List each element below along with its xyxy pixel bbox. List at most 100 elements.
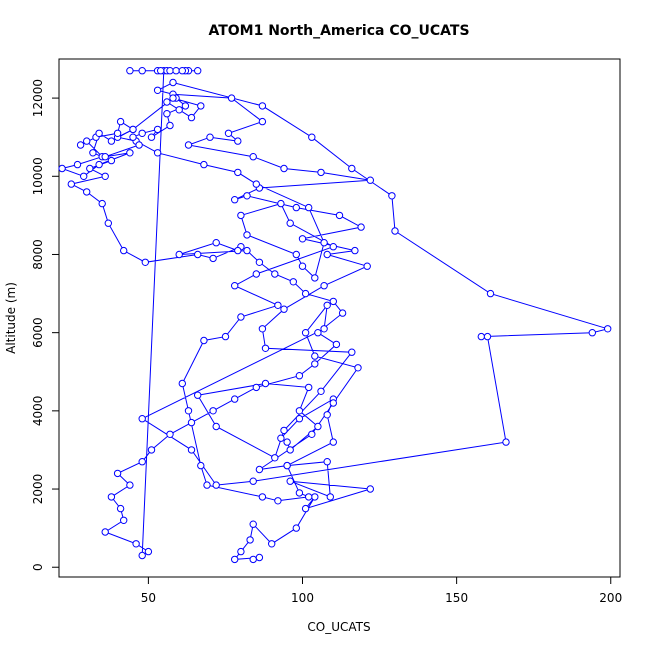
data-point <box>184 407 193 415</box>
data-point <box>280 305 288 313</box>
data-point <box>391 227 399 235</box>
data-point <box>258 325 267 333</box>
data-point <box>234 137 242 145</box>
data-point <box>363 262 371 270</box>
data-point <box>289 278 297 286</box>
data-point <box>126 67 134 75</box>
data-point <box>101 528 109 536</box>
data-point <box>314 329 322 337</box>
x-tick-label: 200 <box>599 591 622 605</box>
data-point <box>224 129 233 138</box>
data-point <box>301 289 310 298</box>
y-tick-label: 6000 <box>31 317 45 348</box>
data-point <box>292 524 300 532</box>
data-point <box>132 540 140 548</box>
data-point <box>157 67 165 75</box>
data-point <box>308 133 316 141</box>
data-point <box>477 332 485 341</box>
data-point <box>252 270 260 278</box>
data-point <box>280 426 288 435</box>
data-point <box>89 149 97 157</box>
data-point <box>237 211 245 220</box>
data-point <box>194 250 202 259</box>
data-point <box>258 117 267 126</box>
data-point <box>120 246 128 255</box>
series-line <box>60 70 610 560</box>
data-point <box>172 67 180 75</box>
x-tick-label: 100 <box>291 591 314 605</box>
x-tick-label: 150 <box>445 591 468 605</box>
data-point <box>295 415 304 423</box>
series-layer <box>58 67 612 564</box>
data-point <box>305 203 313 212</box>
data-point <box>58 164 66 173</box>
data-point <box>73 160 82 169</box>
data-point <box>129 133 137 141</box>
data-point <box>135 141 143 149</box>
data-point <box>107 493 116 501</box>
data-point <box>261 379 270 388</box>
data-point <box>258 493 267 501</box>
data-point <box>212 422 220 431</box>
data-point <box>249 477 257 485</box>
data-point <box>335 211 344 220</box>
data-point <box>255 553 264 562</box>
y-tick-label: 2000 <box>31 474 45 505</box>
x-axis-label: CO_UCATS <box>307 620 370 634</box>
data-point <box>138 458 146 466</box>
data-point <box>283 438 291 446</box>
data-point <box>227 94 236 102</box>
data-point <box>388 192 396 200</box>
data-point <box>194 391 202 399</box>
data-point <box>197 461 205 470</box>
data-point <box>243 192 251 200</box>
data-point <box>175 106 183 114</box>
data-point <box>234 246 242 255</box>
data-point <box>323 250 331 259</box>
y-tick-label: 4000 <box>31 396 45 427</box>
data-point <box>486 289 495 298</box>
data-point <box>323 411 331 419</box>
data-point <box>286 446 294 454</box>
data-point <box>101 153 109 161</box>
data-point <box>252 383 260 392</box>
data-point <box>209 407 217 415</box>
x-axis: 50 100 150 200 <box>141 576 622 605</box>
data-point <box>483 332 492 341</box>
data-point <box>166 67 174 75</box>
y-tick-label: 0 <box>31 563 45 571</box>
y-tick-label: 10000 <box>31 157 45 195</box>
data-point <box>83 188 91 196</box>
data-point <box>295 372 304 380</box>
data-point <box>249 153 257 161</box>
data-point <box>184 141 193 149</box>
data-point <box>209 254 217 263</box>
data-point <box>277 434 285 442</box>
data-point <box>243 231 251 239</box>
data-point <box>320 282 328 290</box>
data-point <box>138 415 146 423</box>
data-point <box>332 340 341 349</box>
data-point <box>301 329 310 337</box>
data-point <box>231 282 239 290</box>
data-point <box>200 336 208 345</box>
data-point <box>329 399 337 407</box>
data-point <box>138 129 146 138</box>
data-point <box>338 309 347 317</box>
data-point <box>203 481 211 489</box>
data-point <box>351 246 359 255</box>
data-point <box>261 344 270 352</box>
data-point <box>588 329 596 337</box>
data-point <box>200 160 208 169</box>
data-point <box>163 98 171 106</box>
data-point <box>320 325 328 333</box>
data-point <box>329 297 337 306</box>
data-point <box>320 239 328 247</box>
data-point <box>283 461 291 470</box>
data-point <box>144 547 153 556</box>
data-point <box>271 454 279 462</box>
data-point <box>101 172 109 181</box>
data-point <box>268 540 276 548</box>
data-point <box>231 555 239 564</box>
x-tick-label: 50 <box>141 591 156 605</box>
